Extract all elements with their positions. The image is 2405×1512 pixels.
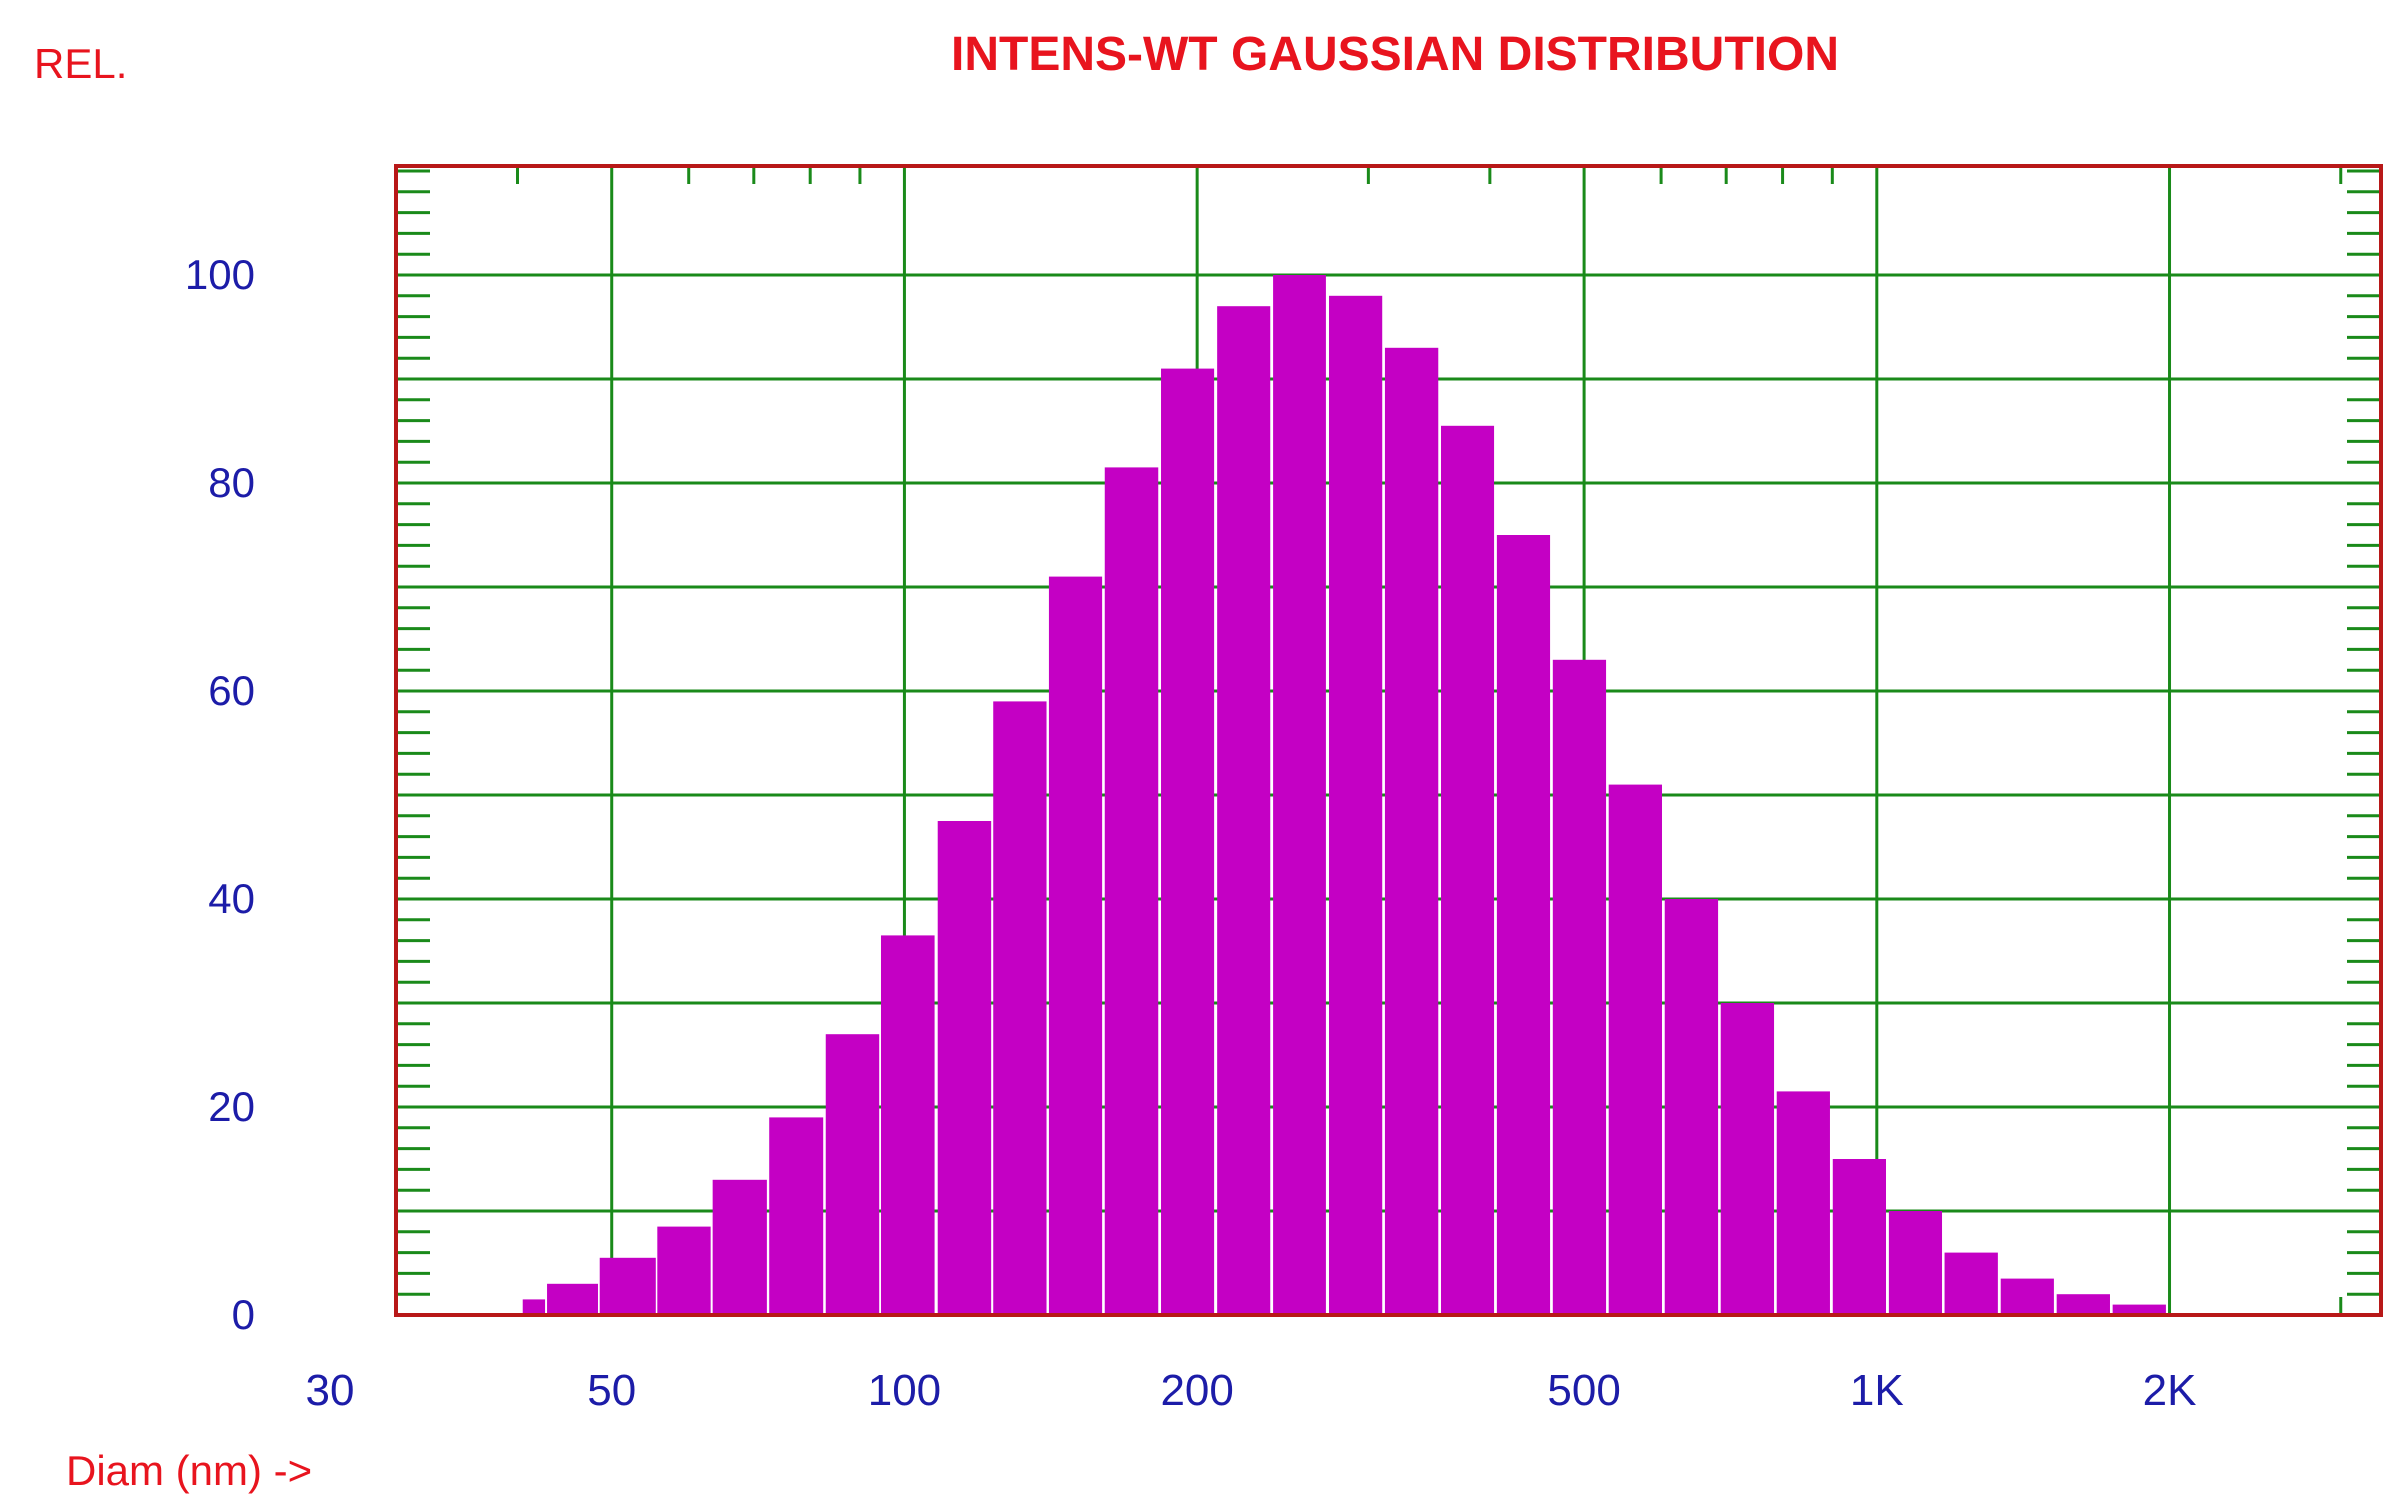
histogram-bar <box>880 935 935 1315</box>
histogram-bar <box>1329 295 1383 1315</box>
histogram-bar <box>2000 1278 2054 1315</box>
y-tick-label: 20 <box>208 1083 255 1130</box>
histogram-bar <box>1552 659 1607 1315</box>
histogram-bar <box>2056 1294 2110 1315</box>
y-tick-label: 100 <box>185 251 255 298</box>
histogram-bar <box>993 701 1047 1315</box>
histogram-bar <box>1048 576 1103 1315</box>
y-axis-label: REL. <box>34 40 127 87</box>
y-tick-label: 80 <box>208 459 255 506</box>
x-tick-label: 1K <box>1850 1366 1904 1415</box>
x-tick-labels: 30 50 100 200 500 1K 2K <box>306 1366 2197 1415</box>
x-tick-label: 100 <box>868 1366 941 1415</box>
x-tick-label: 200 <box>1160 1366 1233 1415</box>
histogram-bar <box>1776 1091 1830 1315</box>
histogram-bar <box>1496 535 1551 1315</box>
plot-frame <box>394 164 2383 1317</box>
histogram-bar <box>1441 425 1495 1315</box>
tick-marks <box>396 166 2381 1317</box>
histogram-bar <box>1217 306 1271 1315</box>
histogram-bar <box>657 1226 711 1315</box>
histogram-bar <box>2112 1304 2166 1315</box>
histogram-bar <box>522 1299 546 1315</box>
histogram-bar <box>1664 899 1719 1315</box>
x-tick-label: 50 <box>587 1366 636 1415</box>
histogram-bar <box>712 1179 767 1315</box>
histogram-bar <box>1720 1003 1775 1315</box>
histogram-bar <box>769 1117 824 1315</box>
y-tick-label: 40 <box>208 875 255 922</box>
histogram-bar <box>1161 368 1215 1316</box>
histogram-bar <box>937 821 992 1315</box>
histogram-bar <box>825 1034 880 1315</box>
histogram-bar <box>1273 275 1326 1315</box>
x-axis-label: Diam (nm) -> <box>66 1447 312 1494</box>
histogram-bar <box>1832 1159 1886 1315</box>
x-tick-label: 2K <box>2143 1366 2197 1415</box>
bars <box>522 275 2166 1316</box>
histogram-bar <box>1608 784 1663 1315</box>
x-tick-label: 500 <box>1547 1366 1620 1415</box>
y-tick-label: 0 <box>232 1291 255 1338</box>
y-tick-labels: 0 20 40 60 80 100 <box>185 251 255 1338</box>
x-tick-label: 30 <box>306 1366 355 1415</box>
histogram-bar <box>599 1257 656 1315</box>
histogram-bar <box>547 1283 598 1315</box>
histogram-bar <box>1944 1252 1998 1315</box>
chart-title: INTENS-WT GAUSSIAN DISTRIBUTION <box>951 28 1839 81</box>
histogram-bar <box>1384 347 1439 1315</box>
histogram-bar <box>1888 1211 1943 1315</box>
y-tick-label: 60 <box>208 667 255 714</box>
histogram-bar <box>1104 467 1159 1315</box>
